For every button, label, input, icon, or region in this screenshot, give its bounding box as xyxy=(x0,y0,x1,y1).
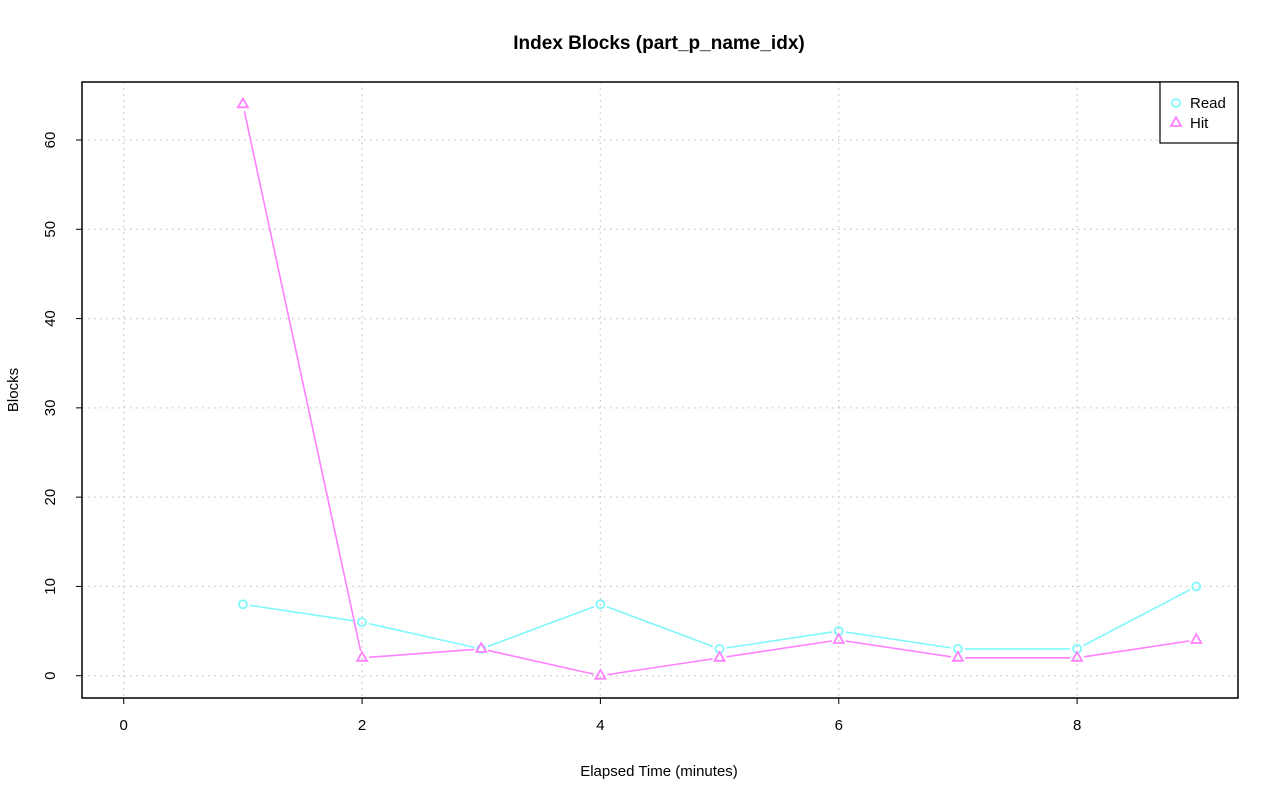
y-tick-label: 50 xyxy=(42,221,59,238)
y-tick-label: 60 xyxy=(42,132,59,149)
series-hit-point xyxy=(951,650,965,662)
series-hit-line-segment xyxy=(243,110,362,652)
series-hit-line-segment xyxy=(845,640,952,658)
series-read-point xyxy=(237,599,248,610)
grid xyxy=(82,82,1238,698)
axes: 0 2 4 6 8 0 10 20 30 40 50 60 xyxy=(42,132,1081,734)
plot-frame xyxy=(81,81,1239,699)
x-axis-label: Elapsed Time (minutes) xyxy=(580,763,738,780)
legend-hit-marker xyxy=(1169,115,1183,127)
series-read-line-segment xyxy=(368,622,475,649)
series-hit-line-segment xyxy=(368,648,475,659)
series-hit-line-segment xyxy=(487,649,594,675)
series-read-point xyxy=(1191,581,1202,592)
y-tick-label: 40 xyxy=(42,310,59,327)
series-read xyxy=(237,581,1202,654)
series-hit-line-segment xyxy=(726,640,832,658)
series-read-line-segment xyxy=(726,631,832,649)
legend: Read Hit xyxy=(1159,81,1239,144)
chart-title: Index Blocks (part_p_name_idx) xyxy=(513,33,804,54)
legend-box xyxy=(1159,81,1239,144)
series-hit-point xyxy=(593,668,607,680)
series-hit-point xyxy=(713,650,727,662)
series-read-line-segment xyxy=(606,605,714,648)
legend-read-label: Read xyxy=(1190,95,1226,112)
series-read-line-segment xyxy=(249,604,356,622)
series-read-line-segment xyxy=(845,631,952,649)
series-read-line-segment xyxy=(487,605,595,648)
x-tick-label: 0 xyxy=(120,717,128,734)
y-tick-label: 10 xyxy=(42,578,59,595)
series-read-point xyxy=(357,617,367,628)
y-tick-label: 0 xyxy=(42,672,59,680)
x-tick-label: 6 xyxy=(835,717,843,734)
y-axis-label: Blocks xyxy=(5,368,22,412)
series-hit-point xyxy=(1189,632,1203,644)
y-tick-label: 20 xyxy=(42,489,59,506)
series-hit-point xyxy=(1070,650,1084,662)
x-tick-label: 4 xyxy=(596,717,604,734)
series-hit-point xyxy=(474,641,488,653)
legend-hit-label: Hit xyxy=(1190,115,1209,132)
legend-read-marker xyxy=(1171,98,1181,108)
series-hit-point xyxy=(832,632,846,644)
series-hit-point xyxy=(236,96,250,109)
series-hit-line-segment xyxy=(607,658,713,676)
y-tick-label: 30 xyxy=(42,400,59,417)
x-tick-label: 2 xyxy=(358,717,366,734)
series-read-point xyxy=(595,599,606,610)
series-hit xyxy=(236,96,1203,680)
series-layer xyxy=(236,96,1203,680)
x-tick-label: 8 xyxy=(1073,717,1081,734)
series-hit-point xyxy=(355,650,369,662)
series-hit-line-segment xyxy=(1083,640,1190,658)
series-read-line-segment xyxy=(1082,588,1191,647)
